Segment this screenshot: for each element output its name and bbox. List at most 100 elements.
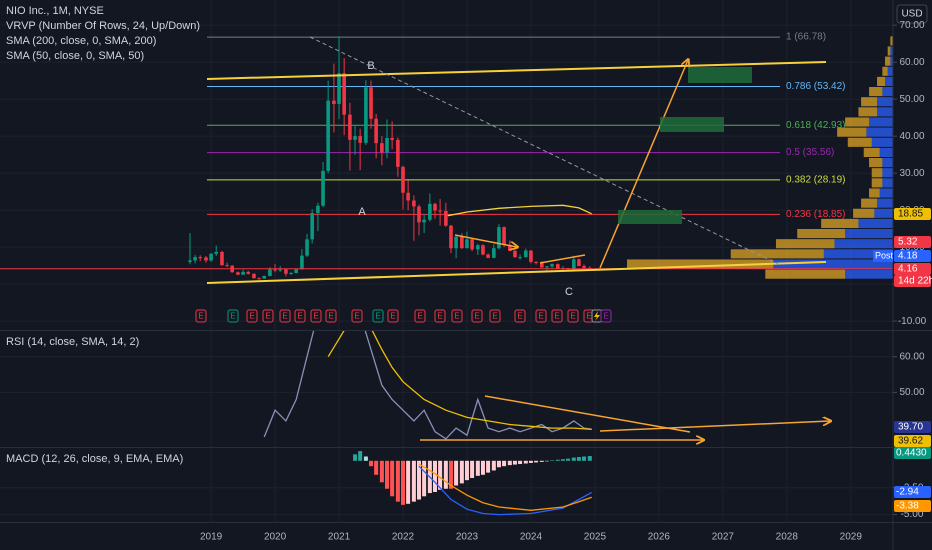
vrvp-down xyxy=(869,158,883,168)
macd-histogram-bar xyxy=(464,460,469,481)
candle-body xyxy=(289,273,293,275)
fib-label: 0.236 (18.85) xyxy=(786,209,846,220)
earnings-label: E xyxy=(437,312,442,321)
drawings xyxy=(206,36,830,440)
annotation: A xyxy=(358,206,366,218)
macd-histogram-bar xyxy=(566,458,571,461)
earnings-label: E xyxy=(554,312,559,321)
price-label-box xyxy=(894,250,931,262)
plot-layer: 1 (66.78) 0.786 (53.42) 0.618 (42.93) 0.5 (… xyxy=(0,32,893,516)
price-label: -2.94 xyxy=(896,487,919,498)
macd-histogram-bar xyxy=(571,457,576,461)
annotation: B xyxy=(367,60,374,72)
vrvp-up xyxy=(845,269,893,279)
candle-body xyxy=(337,73,341,104)
candle-body xyxy=(449,225,453,249)
candle-body xyxy=(385,137,389,153)
candle-body xyxy=(342,73,346,115)
earnings-label: E xyxy=(474,312,479,321)
pane-2 xyxy=(353,451,593,516)
vrvp-up xyxy=(874,208,893,218)
macd-histogram-bar xyxy=(443,460,448,489)
vrvp-down xyxy=(863,147,880,158)
candle-body xyxy=(502,227,506,245)
trendline xyxy=(206,61,827,80)
vrvp-down xyxy=(861,97,878,107)
earnings-icon xyxy=(310,309,322,323)
vrvp-up xyxy=(858,218,893,229)
price-label-box xyxy=(894,435,931,447)
macd-histogram-bar xyxy=(560,459,565,461)
macd-histogram-bar xyxy=(459,460,464,484)
post-label-box xyxy=(873,250,893,262)
arrow xyxy=(599,421,830,432)
macd-histogram-bar xyxy=(374,460,379,475)
vrvp-down xyxy=(871,168,883,178)
macd-histogram-bar xyxy=(475,460,480,476)
candle-body xyxy=(571,259,576,270)
candle-body xyxy=(401,166,405,193)
earnings-label: E xyxy=(375,312,380,321)
earnings-icon xyxy=(325,309,337,323)
earnings-label: E xyxy=(265,312,270,321)
vrvp-down xyxy=(858,107,878,117)
macd-histogram-bar xyxy=(406,460,411,504)
price-label-box xyxy=(894,263,931,275)
candle-body xyxy=(273,269,277,271)
earnings-label: E xyxy=(417,312,422,321)
earnings-icon xyxy=(294,309,306,323)
earnings-label: E xyxy=(249,312,254,321)
price-label: 39.70 xyxy=(898,422,923,433)
vrvp-up xyxy=(882,158,893,168)
macd-histogram-bar xyxy=(486,460,491,473)
vrvp-down xyxy=(861,198,878,208)
earnings-label: E xyxy=(603,312,608,321)
fib-label: 0.382 (28.19) xyxy=(786,174,846,185)
vrvp-down xyxy=(887,46,891,56)
indicator-label: SMA (50, close, 0, SMA, 50) xyxy=(6,50,144,62)
macd-histogram-bar xyxy=(523,460,528,464)
macd-histogram-bar xyxy=(395,460,400,502)
earnings-label: E xyxy=(570,312,575,321)
price-label-box xyxy=(894,208,931,220)
candle-body xyxy=(268,269,272,276)
candle-body xyxy=(454,236,458,249)
x-tick-label: 2021 xyxy=(328,532,351,543)
earnings-icon xyxy=(414,309,426,323)
candle-body xyxy=(326,100,330,171)
candle-body xyxy=(278,269,282,271)
vrvp-down xyxy=(845,117,870,127)
vrvp-up xyxy=(885,76,893,87)
vrvp-down xyxy=(837,127,867,137)
candle-body xyxy=(577,259,581,266)
indicator-label: VRVP (Number Of Rows, 24, Up/Down) xyxy=(6,20,200,32)
trendline xyxy=(309,36,781,266)
labels-layer: USD 2019 2020 2021 2022 2023 2024 2025 2026 2027… xyxy=(200,4,932,543)
macd-histogram-bar xyxy=(528,460,533,463)
macd-histogram-bar xyxy=(438,460,443,490)
earnings-icon xyxy=(551,309,563,323)
candle-body xyxy=(422,219,426,223)
fib-label: 0.5 (35.56) xyxy=(786,147,834,158)
earnings-icon xyxy=(451,309,463,323)
y-tick-label: 30.00 xyxy=(899,168,924,179)
earnings-icon xyxy=(195,309,207,323)
vrvp-down xyxy=(871,178,883,188)
candle-body xyxy=(556,264,560,269)
currency-box[interactable] xyxy=(896,4,928,24)
macd-histogram-bar xyxy=(491,460,496,471)
y-tick-label: -10.00 xyxy=(898,316,927,327)
candle-body xyxy=(225,265,229,267)
vrvp-down xyxy=(882,66,888,76)
earnings-icon xyxy=(246,309,258,323)
vrvp-down xyxy=(869,87,883,97)
candle-body xyxy=(257,278,261,280)
earnings-icon xyxy=(227,309,239,323)
macd-histogram-bar xyxy=(448,460,453,489)
x-tick-label: 2025 xyxy=(584,532,607,543)
vrvp-up xyxy=(879,147,893,158)
arrow xyxy=(454,234,517,247)
macd-histogram-bar xyxy=(379,460,384,483)
earnings-icon xyxy=(567,309,579,323)
vrvp-up xyxy=(866,127,893,137)
